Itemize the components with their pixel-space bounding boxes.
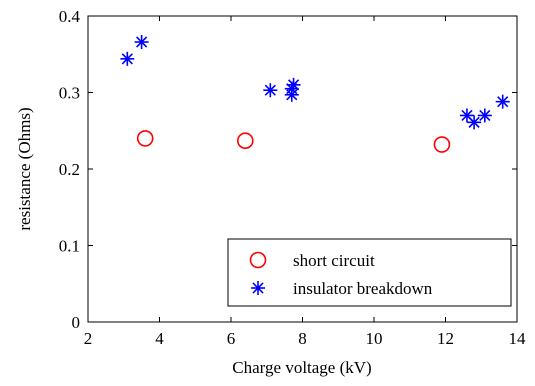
legend: short circuit insulator breakdown	[227, 238, 512, 307]
x-tick-label: 8	[298, 329, 307, 348]
y-tick-label: 0.1	[59, 237, 80, 256]
insulator-breakdown-point	[134, 35, 149, 50]
y-tick-label: 0.3	[59, 84, 80, 103]
insulator-breakdown-point	[263, 83, 278, 98]
legend-box	[227, 238, 512, 307]
y-tick-label: 0.4	[59, 7, 81, 26]
ticks-layer: 2 4 6 8 10 12 14 0 0.1 0.2 0.3 0.4	[59, 7, 526, 348]
insulator-breakdown-point	[477, 108, 492, 123]
y-tick-label: 0	[72, 313, 81, 332]
insulator-breakdown-point	[495, 94, 510, 109]
x-tick-label: 4	[155, 329, 164, 348]
insulator-breakdown-point	[286, 77, 301, 92]
legend-label-insulator-breakdown: insulator breakdown	[293, 279, 433, 298]
legend-marker-short-circuit	[249, 251, 267, 269]
x-axis-label: Charge voltage (kV)	[232, 358, 371, 377]
x-tick-label: 10	[366, 329, 383, 348]
y-tick-label: 0.2	[59, 160, 80, 179]
y-axis-label: resistance (Ohms)	[15, 107, 34, 230]
legend-markers	[249, 251, 267, 295]
x-tick-label: 6	[227, 329, 236, 348]
legend-label-short-circuit: short circuit	[293, 251, 375, 270]
x-tick-label: 2	[84, 329, 93, 348]
short-circuit-point	[433, 136, 451, 153]
x-tick-label: 12	[437, 329, 454, 348]
x-tick-label: 14	[509, 329, 527, 348]
points-layer	[120, 35, 510, 153]
short-circuit-point	[237, 132, 254, 149]
insulator-breakdown-point	[120, 51, 135, 66]
short-circuit-point	[136, 130, 154, 147]
legend-marker-insulator-breakdown	[251, 281, 265, 295]
insulator-breakdown-point	[467, 115, 482, 130]
